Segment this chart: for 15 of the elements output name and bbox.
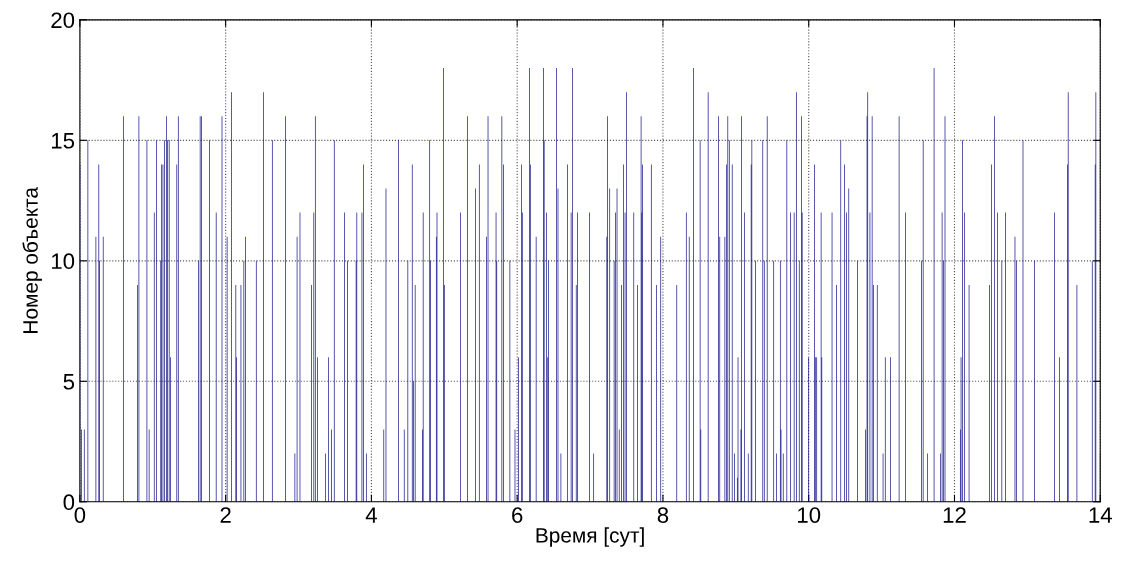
x-tick-label: 8 xyxy=(657,507,669,523)
y-tick-label: 15 xyxy=(51,133,75,149)
x-tick-label: 0 xyxy=(74,507,86,523)
y-axis-title: Номер объекта xyxy=(22,187,42,333)
x-tick-label: 4 xyxy=(365,507,377,523)
y-tick-label: 5 xyxy=(63,374,75,390)
x-tick-label: 12 xyxy=(943,507,966,523)
y-tick-label: 10 xyxy=(51,253,75,270)
x-tick-label: 14 xyxy=(1089,507,1112,523)
x-tick-label: 2 xyxy=(220,507,231,523)
x-axis-title: Время [сут] xyxy=(536,527,644,547)
y-tick-label: 0 xyxy=(63,494,75,511)
x-tick-label: 6 xyxy=(512,507,523,523)
x-tick-label: 10 xyxy=(798,507,821,523)
y-tick-label: 20 xyxy=(51,12,75,29)
